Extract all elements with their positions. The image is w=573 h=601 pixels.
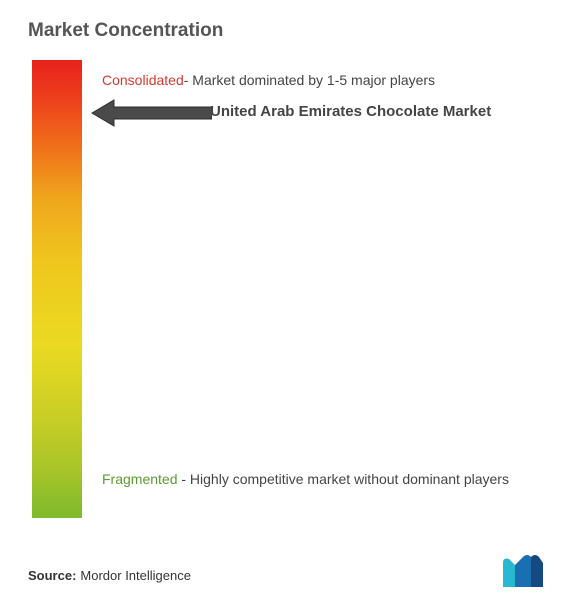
source-label: Source: (28, 568, 76, 583)
market-pointer-arrow (88, 98, 212, 128)
page-title: Market Concentration (28, 20, 223, 42)
legend-consolidated: Consolidated- Market dominated by 1-5 ma… (102, 70, 435, 91)
legend-fragmented: Fragmented - Highly competitive market w… (102, 468, 509, 492)
legend-consolidated-term: Consolidated (102, 72, 184, 88)
brand-logo-icon (501, 553, 545, 589)
legend-fragmented-term: Fragmented (102, 471, 177, 487)
concentration-gradient-bar (32, 60, 82, 518)
legend-fragmented-desc: - Highly competitive market without domi… (177, 471, 508, 487)
legend-consolidated-desc: - Market dominated by 1-5 major players (184, 72, 435, 88)
source-value: Mordor Intelligence (80, 568, 191, 583)
market-pointer-label: United Arab Emirates Chocolate Market (210, 103, 491, 120)
source-footer: Source: Mordor Intelligence (28, 568, 191, 583)
